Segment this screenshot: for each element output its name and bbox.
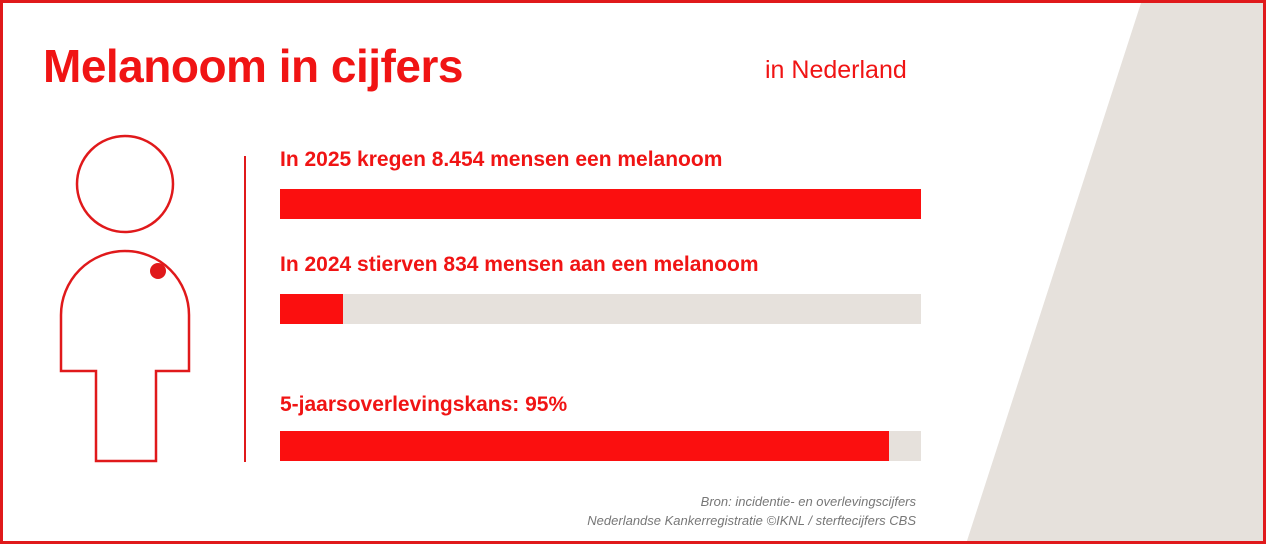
stat-label-survival: 5-jaarsoverlevingskans: 95% xyxy=(280,393,568,416)
stat-label-mortality: In 2024 stierven 834 mensen aan een mela… xyxy=(280,253,759,276)
page-title: Melanoom in cijfers xyxy=(43,40,463,92)
vertical-divider xyxy=(244,156,246,462)
background-wedge xyxy=(966,3,1263,541)
source-line-1: Bron: incidentie- en overlevingscijfers xyxy=(700,494,916,509)
source-note: Bron: incidentie- en overlevingscijfers … xyxy=(587,492,916,530)
bar-survival xyxy=(280,431,889,461)
source-line-2: Nederlandse Kankerregistratie ©IKNL / st… xyxy=(587,513,916,528)
person-with-mole-icon xyxy=(59,134,191,463)
region-label: in Nederland xyxy=(765,56,907,84)
bar-mortality xyxy=(280,294,344,324)
bar-track-incidence xyxy=(280,189,921,219)
bar-track-mortality xyxy=(280,294,921,324)
bar-track-survival xyxy=(280,431,921,461)
bar-incidence xyxy=(280,189,921,219)
stat-label-incidence: In 2025 kregen 8.454 mensen een melanoom xyxy=(280,148,723,171)
